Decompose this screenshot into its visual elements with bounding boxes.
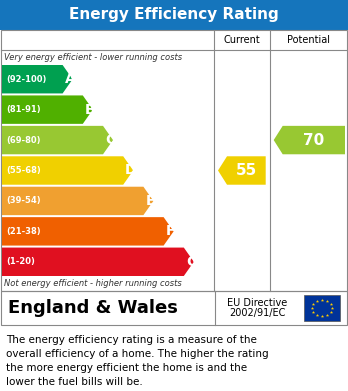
Polygon shape xyxy=(2,95,93,124)
Text: 2002/91/EC: 2002/91/EC xyxy=(229,308,286,318)
Text: lower the fuel bills will be.: lower the fuel bills will be. xyxy=(6,377,143,387)
Polygon shape xyxy=(2,217,174,246)
Text: Very energy efficient - lower running costs: Very energy efficient - lower running co… xyxy=(4,52,182,61)
Bar xyxy=(1,30,347,291)
Text: (92-100): (92-100) xyxy=(6,75,46,84)
Text: the more energy efficient the home is and the: the more energy efficient the home is an… xyxy=(6,363,247,373)
Text: Energy Efficiency Rating: Energy Efficiency Rating xyxy=(69,7,279,23)
Text: 55: 55 xyxy=(236,163,257,178)
Polygon shape xyxy=(2,126,113,154)
Text: F: F xyxy=(166,224,175,239)
Text: Not energy efficient - higher running costs: Not energy efficient - higher running co… xyxy=(4,280,182,289)
Text: B: B xyxy=(85,103,95,117)
Text: (39-54): (39-54) xyxy=(6,196,41,205)
Polygon shape xyxy=(2,187,153,215)
Text: 70: 70 xyxy=(303,133,324,147)
Text: England & Wales: England & Wales xyxy=(8,299,178,317)
Polygon shape xyxy=(2,65,73,93)
Bar xyxy=(304,295,340,321)
Text: (69-80): (69-80) xyxy=(6,136,40,145)
Text: The energy efficiency rating is a measure of the: The energy efficiency rating is a measur… xyxy=(6,335,257,345)
Text: Potential: Potential xyxy=(287,35,330,45)
Text: A: A xyxy=(65,72,76,86)
Text: G: G xyxy=(186,255,197,269)
Text: EU Directive: EU Directive xyxy=(227,298,288,308)
Polygon shape xyxy=(2,248,194,276)
Text: D: D xyxy=(125,163,137,178)
Text: (81-91): (81-91) xyxy=(6,105,41,114)
Bar xyxy=(1,291,347,325)
Text: (55-68): (55-68) xyxy=(6,166,41,175)
Text: (21-38): (21-38) xyxy=(6,227,41,236)
Text: overall efficiency of a home. The higher the rating: overall efficiency of a home. The higher… xyxy=(6,349,269,359)
Text: Current: Current xyxy=(223,35,260,45)
Text: E: E xyxy=(145,194,155,208)
Polygon shape xyxy=(2,156,133,185)
Text: C: C xyxy=(105,133,115,147)
Polygon shape xyxy=(218,156,266,185)
Polygon shape xyxy=(274,126,345,154)
Text: (1-20): (1-20) xyxy=(6,257,35,266)
Bar xyxy=(0,0,348,30)
